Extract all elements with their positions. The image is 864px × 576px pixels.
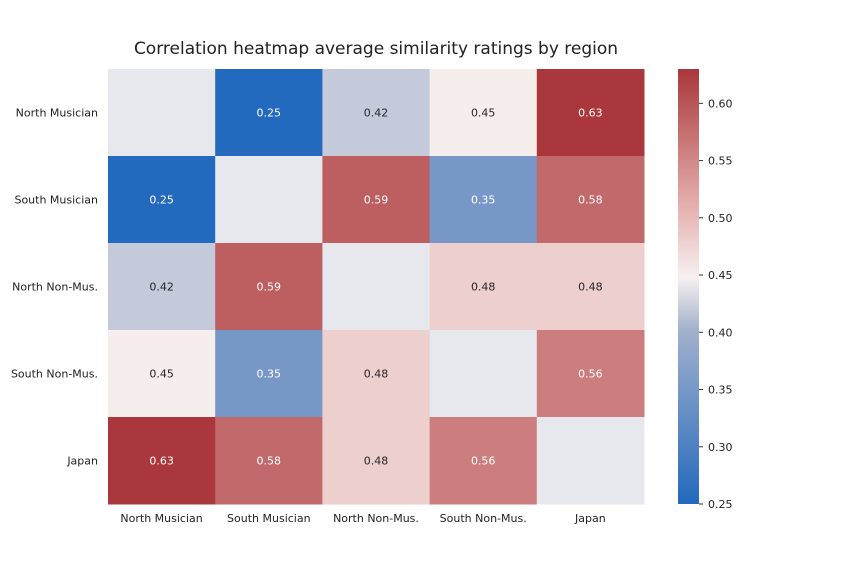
cell-annotation: 0.45 xyxy=(471,107,496,120)
cell-annotation: 0.25 xyxy=(257,107,282,120)
heatmap-cell xyxy=(215,156,323,244)
colorbar-tick-label: 0.30 xyxy=(708,441,733,454)
colorbar-ticks: 0.25 0.30 0.35 0.40 0.45 0.50 0.55 0.60 xyxy=(699,97,733,511)
heatmap-annotations: 0.25 0.42 0.45 0.63 0.25 0.59 0.35 0.58 0.42 0.59… xyxy=(149,107,602,468)
x-tick-labels: North Musician South Musician North Non-Mu… xyxy=(120,512,605,525)
heatmap-cell xyxy=(536,330,645,418)
heatmap-cell xyxy=(429,156,538,244)
heatmap-cell xyxy=(108,243,216,331)
cell-annotation: 0.58 xyxy=(257,455,282,468)
heatmap-cell xyxy=(536,417,645,505)
cell-annotation: 0.45 xyxy=(149,368,174,381)
colorbar-tick-label: 0.25 xyxy=(708,498,733,511)
x-tick-label: North Musician xyxy=(120,512,202,525)
cell-annotation: 0.48 xyxy=(364,368,389,381)
heatmap-cell xyxy=(322,69,431,157)
x-tick-label: South Non-Mus. xyxy=(440,512,527,525)
heatmap-cell xyxy=(429,69,538,157)
y-tick-label: South Musician xyxy=(14,194,98,207)
y-tick-label: North Musician xyxy=(16,107,98,120)
heatmap-cell xyxy=(429,330,538,418)
x-tick-label: South Musician xyxy=(227,512,311,525)
heatmap-cell xyxy=(322,243,431,331)
cell-annotation: 0.48 xyxy=(364,455,389,468)
x-tick-label: North Non-Mus. xyxy=(333,512,419,525)
x-tick-label: Japan xyxy=(574,512,606,525)
heatmap-cells xyxy=(108,69,645,505)
heatmap-cell xyxy=(429,243,538,331)
cell-annotation: 0.35 xyxy=(257,368,282,381)
cell-annotation: 0.56 xyxy=(471,455,496,468)
heatmap-cell xyxy=(215,330,323,418)
cell-annotation: 0.42 xyxy=(364,107,389,120)
colorbar xyxy=(678,69,699,504)
heatmap-cell xyxy=(108,330,216,418)
cell-annotation: 0.59 xyxy=(364,194,389,207)
heatmap-cell xyxy=(429,417,538,505)
heatmap-cell xyxy=(215,243,323,331)
colorbar-tick-label: 0.50 xyxy=(708,212,733,225)
heatmap-cell xyxy=(215,69,323,157)
cell-annotation: 0.48 xyxy=(578,281,603,294)
heatmap-cell xyxy=(322,330,431,418)
heatmap-cell xyxy=(322,156,431,244)
heatmap-cell xyxy=(108,156,216,244)
cell-annotation: 0.42 xyxy=(149,281,174,294)
cell-annotation: 0.56 xyxy=(578,368,603,381)
cell-annotation: 0.63 xyxy=(149,455,174,468)
colorbar-tick-label: 0.45 xyxy=(708,269,733,282)
heatmap-cell xyxy=(536,69,645,157)
y-tick-labels: North Musician South Musician North Non-Mu… xyxy=(11,107,98,468)
y-tick-label: North Non-Mus. xyxy=(12,281,98,294)
colorbar-tick-label: 0.55 xyxy=(708,155,733,168)
heatmap-cell xyxy=(108,69,216,157)
heatmap-cell xyxy=(108,417,216,505)
heatmap-cell xyxy=(536,156,645,244)
heatmap-cell xyxy=(322,417,431,505)
colorbar-tick-label: 0.40 xyxy=(708,326,733,339)
heatmap-cell xyxy=(536,243,645,331)
cell-annotation: 0.35 xyxy=(471,194,496,207)
y-tick-label: South Non-Mus. xyxy=(11,368,98,381)
cell-annotation: 0.63 xyxy=(578,107,603,120)
chart-title: Correlation heatmap average similarity r… xyxy=(134,39,618,59)
colorbar-tick-label: 0.35 xyxy=(708,384,733,397)
cell-annotation: 0.58 xyxy=(578,194,603,207)
cell-annotation: 0.48 xyxy=(471,281,496,294)
cell-annotation: 0.25 xyxy=(149,194,174,207)
heatmap-cell xyxy=(215,417,323,505)
colorbar-tick-label: 0.60 xyxy=(708,97,733,110)
y-tick-label: Japan xyxy=(66,455,98,468)
cell-annotation: 0.59 xyxy=(257,281,282,294)
